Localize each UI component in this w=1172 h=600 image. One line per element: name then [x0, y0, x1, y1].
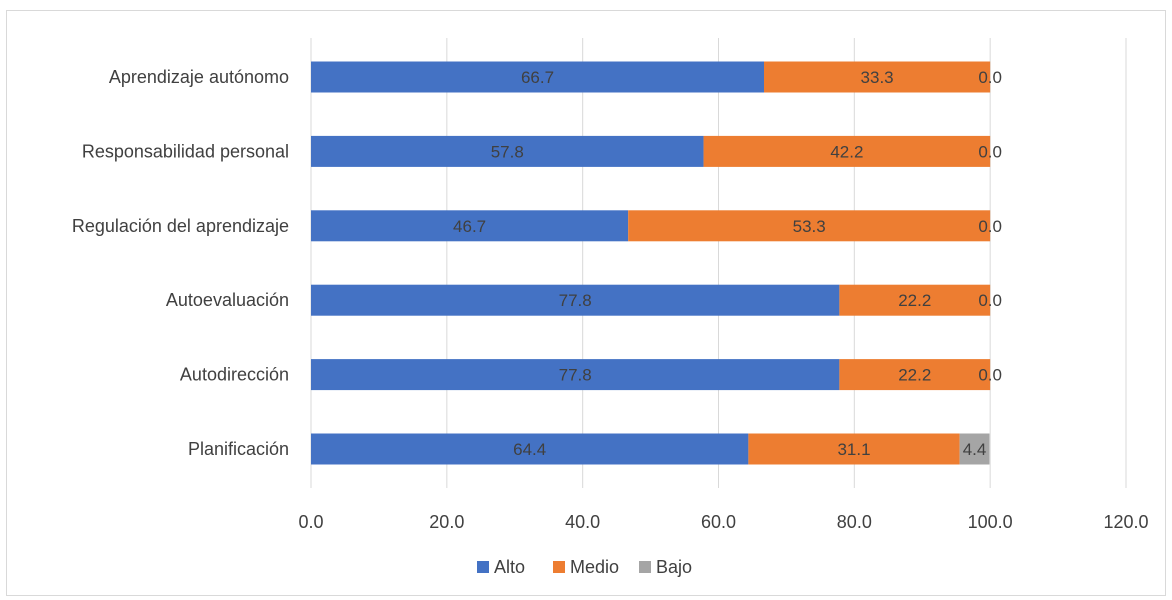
- bar-segment-alto: [311, 359, 840, 391]
- data-label: 22.2: [898, 366, 931, 385]
- data-label: 53.3: [793, 217, 826, 236]
- legend-label-medio: Medio: [570, 557, 619, 577]
- data-label: 0.0: [978, 217, 1002, 236]
- bar-segment-alto: [311, 284, 840, 316]
- legend-label-alto: Alto: [494, 557, 525, 577]
- x-tick-label: 20.0: [429, 512, 464, 532]
- legend-label-bajo: Bajo: [656, 557, 692, 577]
- data-label: 77.8: [559, 291, 592, 310]
- data-label: 33.3: [861, 68, 894, 87]
- bar-segment-medio: [764, 61, 991, 93]
- bar-segment-medio: [839, 359, 991, 391]
- x-tick-label: 40.0: [565, 512, 600, 532]
- legend-swatch-alto: [477, 561, 489, 573]
- bar-segment-medio: [703, 135, 991, 167]
- category-label: Regulación del aprendizaje: [72, 216, 289, 236]
- data-label: 77.8: [559, 366, 592, 385]
- data-label: 22.2: [898, 291, 931, 310]
- data-label: 0.0: [978, 366, 1002, 385]
- bar-segment-alto: [311, 433, 749, 465]
- data-label: 46.7: [453, 217, 486, 236]
- x-tick-label: 100.0: [968, 512, 1013, 532]
- bar-segment-medio: [628, 210, 991, 242]
- data-label: 31.1: [837, 440, 870, 459]
- legend-swatch-bajo: [639, 561, 651, 573]
- data-label: 64.4: [513, 440, 546, 459]
- bar-segment-bajo: [959, 433, 990, 465]
- data-label: 57.8: [491, 142, 524, 161]
- bar-segment-medio: [839, 284, 991, 316]
- category-label: Responsabilidad personal: [82, 141, 289, 161]
- data-label: 0.0: [978, 142, 1002, 161]
- category-label: Planificación: [188, 439, 289, 459]
- category-label: Autodirección: [180, 365, 289, 385]
- bar-segment-alto: [311, 135, 704, 167]
- category-label: Autoevaluación: [166, 290, 289, 310]
- x-tick-label: 0.0: [298, 512, 323, 532]
- data-label: 4.4: [963, 440, 987, 459]
- data-label: 66.7: [521, 68, 554, 87]
- data-label: 0.0: [978, 68, 1002, 87]
- x-tick-label: 80.0: [837, 512, 872, 532]
- x-tick-label: 120.0: [1103, 512, 1148, 532]
- bar-segment-alto: [311, 210, 629, 242]
- data-label: 42.2: [830, 142, 863, 161]
- legend-swatch-medio: [553, 561, 565, 573]
- bar-segment-medio: [748, 433, 960, 465]
- bar-segment-alto: [311, 61, 765, 93]
- x-tick-label: 60.0: [701, 512, 736, 532]
- data-label: 0.0: [978, 291, 1002, 310]
- category-label: Aprendizaje autónomo: [109, 67, 289, 87]
